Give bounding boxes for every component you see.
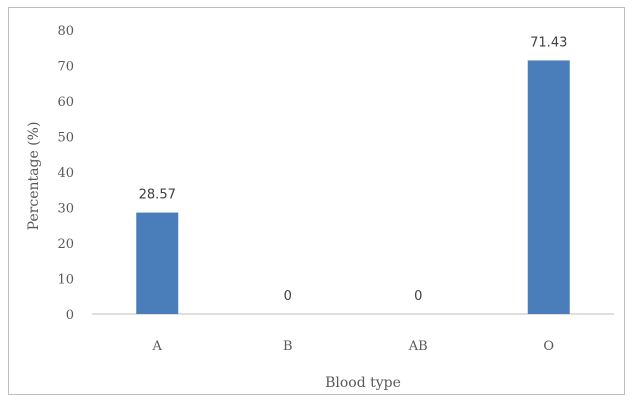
y-tick-label: 50	[57, 131, 74, 146]
bars	[136, 60, 570, 315]
bar-o	[527, 60, 570, 315]
y-tick-labels: 0 10 20 30 40 50 60 70 80	[57, 24, 74, 323]
y-tick-label: 40	[57, 166, 74, 181]
x-tick-labels: A B AB O	[152, 339, 555, 354]
x-tick-label: A	[152, 339, 163, 354]
y-tick-label: 10	[57, 273, 74, 288]
x-axis-title: Blood type	[325, 375, 401, 391]
x-tick-label: O	[543, 339, 554, 354]
data-label-b: 0	[284, 289, 292, 304]
data-label-o: 71.43	[530, 35, 567, 50]
y-tick-label: 20	[57, 237, 74, 252]
data-label-ab: 0	[414, 289, 422, 304]
data-labels: 28.57 0 0 71.43	[139, 35, 568, 304]
y-tick-label: 0	[66, 308, 74, 323]
y-tick-label: 30	[57, 202, 74, 217]
bar-a	[136, 212, 179, 314]
y-tick-label: 60	[57, 95, 74, 110]
x-tick-label: AB	[408, 339, 428, 354]
chart-frame	[8, 7, 625, 395]
x-tick-label: B	[283, 339, 293, 354]
y-tick-label: 80	[57, 24, 74, 39]
data-label-a: 28.57	[139, 188, 176, 203]
y-axis-title: Percentage (%)	[26, 122, 42, 231]
y-tick-label: 70	[57, 60, 74, 75]
